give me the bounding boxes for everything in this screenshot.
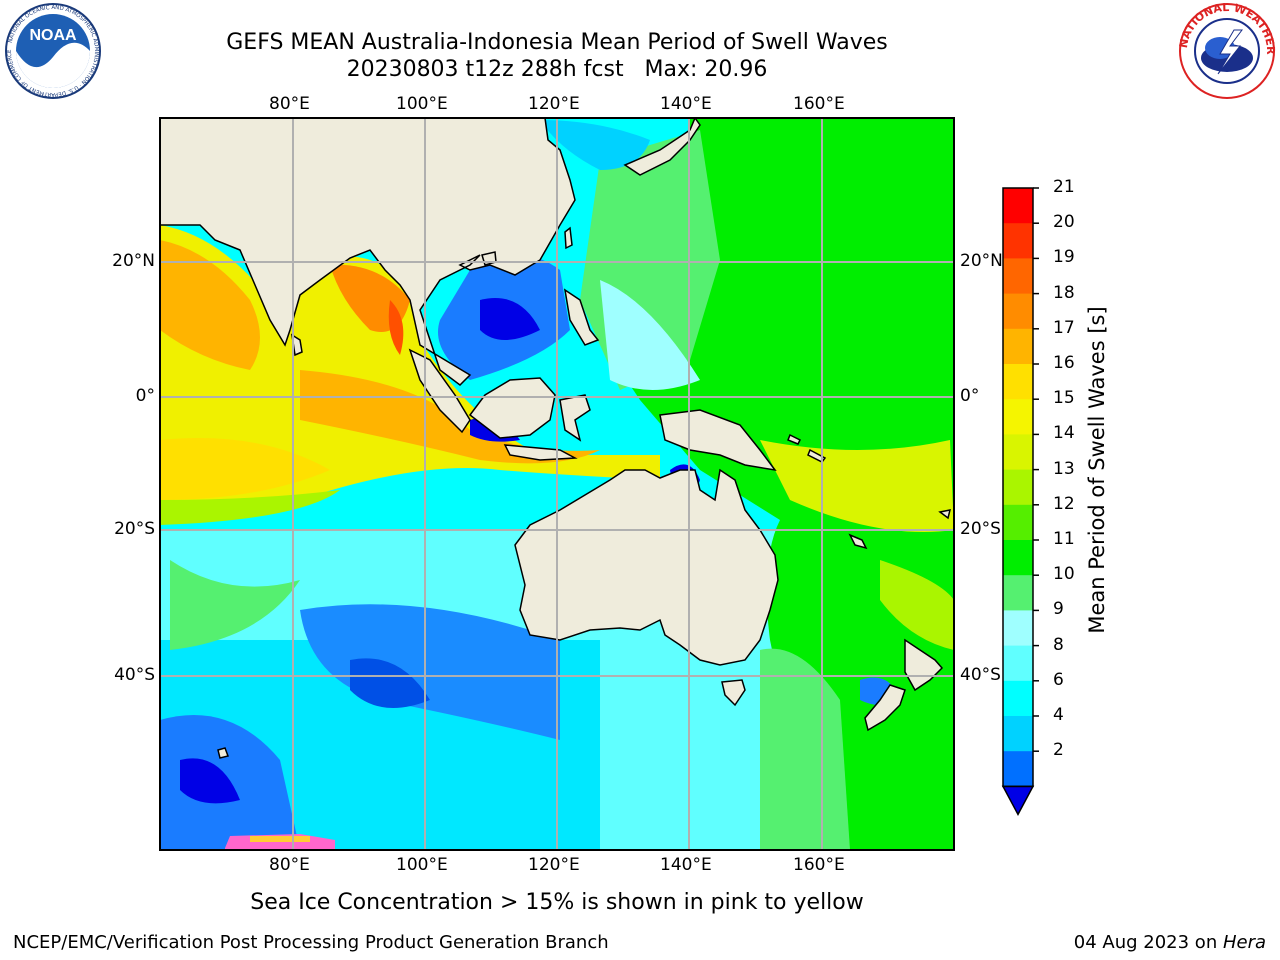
lon-tick-bottom-120E: 120°E bbox=[528, 855, 580, 875]
map-gridlines bbox=[160, 118, 954, 850]
lon-tick-bottom-100E: 100°E bbox=[396, 855, 448, 875]
lon-tick-top-80E: 80°E bbox=[269, 94, 310, 114]
lat-tick-left-20N: 20°N bbox=[112, 251, 155, 271]
lat-tick-left-0: 0° bbox=[135, 386, 155, 406]
borneo bbox=[468, 377, 556, 439]
colorbar-tick-label: 11 bbox=[1053, 529, 1075, 549]
colorbar-tick-label: 12 bbox=[1053, 493, 1075, 514]
lat-tick-left-40S: 40°S bbox=[114, 665, 155, 685]
footer-date: 04 Aug 2023 on Hera bbox=[1073, 932, 1266, 953]
colorbar-tick-label: 2 bbox=[1053, 740, 1064, 761]
japan bbox=[623, 118, 701, 176]
map-frame bbox=[159, 117, 955, 851]
lon-tick-top-120E: 120°E bbox=[528, 94, 580, 114]
asia-landmass bbox=[160, 118, 576, 386]
colorbar-tick-label: 4 bbox=[1053, 705, 1064, 725]
lon-tick-top-140E: 140°E bbox=[660, 94, 712, 114]
swell-region-short-period-south bbox=[300, 604, 560, 740]
colorbar-tick-label: 13 bbox=[1053, 458, 1075, 479]
lat-tick-right-20S: 20°S bbox=[960, 519, 1001, 539]
colorbar-tick-label: 6 bbox=[1053, 669, 1064, 690]
swell-region-southwest-mid bbox=[170, 560, 300, 650]
noaa-logo-text: NOAA bbox=[29, 27, 77, 44]
swell-region-indian-ocean bbox=[160, 225, 660, 516]
new-zealand-south-island bbox=[864, 684, 906, 732]
colorbar-label: Mean Period of Swell Waves [s] bbox=[1085, 306, 1109, 634]
lat-tick-right-0: 0° bbox=[960, 386, 980, 406]
noaa-logo: NOAA NATIONAL OCEANIC AND ATMOSPHERIC AD… bbox=[5, 3, 101, 99]
sea-ice-note: Sea Ice Concentration > 15% is shown in … bbox=[250, 890, 864, 915]
australia-landmass bbox=[514, 468, 779, 666]
chart-subtitle: 20230803 t12z 288h fcst Max: 20.96 bbox=[346, 57, 768, 82]
colorbar-tick-label: 21 bbox=[1053, 177, 1075, 197]
tasmania bbox=[721, 679, 746, 707]
colorbar-tick-label: 16 bbox=[1053, 353, 1075, 373]
colorbar-tick-label: 8 bbox=[1053, 634, 1064, 655]
swell-region-very-short bbox=[350, 658, 430, 708]
chart-title: GEFS MEAN Australia-Indonesia Mean Perio… bbox=[226, 30, 888, 55]
lat-tick-right-40S: 40°S bbox=[960, 665, 1001, 685]
colorbar-tick-label: 18 bbox=[1053, 282, 1075, 303]
colorbar-tick-label: 9 bbox=[1053, 599, 1064, 620]
colorbar-tick-label: 15 bbox=[1053, 388, 1075, 409]
lon-tick-top-160E: 160°E bbox=[793, 94, 845, 114]
lat-tick-right-20N: 20°N bbox=[960, 251, 1003, 271]
colorbar-tick-label: 19 bbox=[1053, 247, 1075, 268]
lon-tick-bottom-140E: 140°E bbox=[660, 855, 712, 875]
lon-tick-bottom-80E: 80°E bbox=[269, 855, 310, 875]
colorbar-tick-label: 14 bbox=[1053, 423, 1075, 444]
colorbar-tick-label: 20 bbox=[1053, 212, 1075, 233]
lon-tick-bottom-160E: 160°E bbox=[793, 855, 845, 875]
national-weather-service-logo: NATIONAL WEATHER SERVICE bbox=[1176, 2, 1277, 99]
lat-tick-left-20S: 20°S bbox=[114, 519, 155, 539]
footer-host: Hera bbox=[1222, 932, 1266, 953]
lon-tick-top-100E: 100°E bbox=[396, 94, 448, 114]
colorbar-tick-label: 17 bbox=[1053, 317, 1075, 338]
footer-credit: NCEP/EMC/Verification Post Processing Pr… bbox=[13, 932, 609, 953]
sulawesi bbox=[559, 394, 591, 442]
colorbar-tick-label: 10 bbox=[1053, 564, 1075, 585]
philippines bbox=[563, 288, 600, 346]
